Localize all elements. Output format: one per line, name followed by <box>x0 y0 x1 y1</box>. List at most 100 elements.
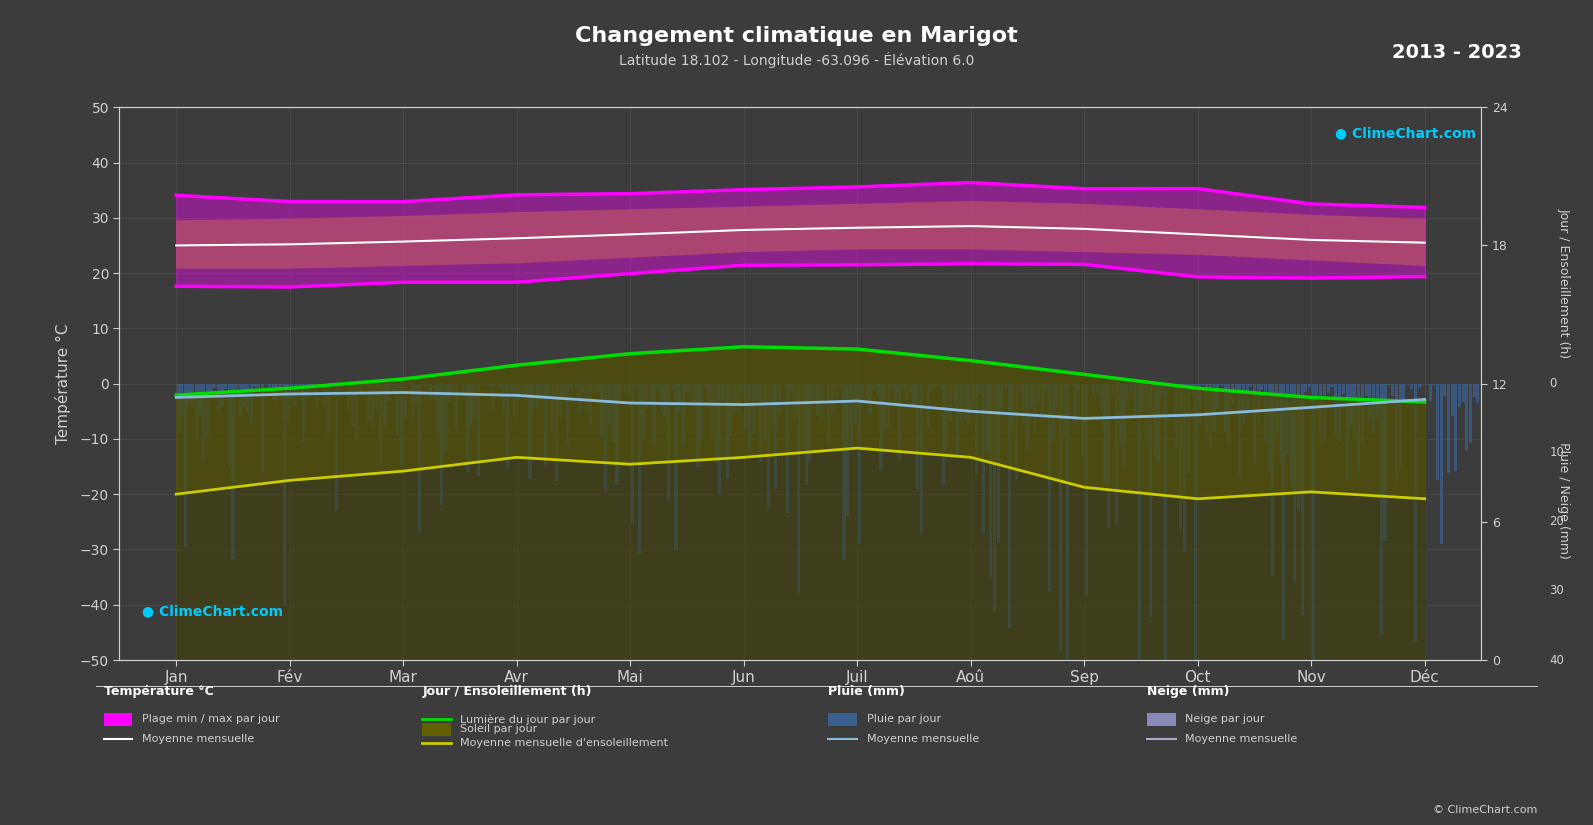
Bar <box>1352 384 1356 440</box>
Bar <box>581 384 585 392</box>
Bar <box>202 384 205 462</box>
Bar <box>808 384 811 462</box>
Y-axis label: Jour / Ensoleillement (h)                     Pluie / Neige (mm): Jour / Ensoleillement (h) Pluie / Neige … <box>1558 208 1571 559</box>
Bar <box>609 384 612 425</box>
Bar <box>827 384 830 445</box>
Bar <box>1077 384 1080 391</box>
Bar <box>736 384 739 413</box>
Bar <box>1311 384 1314 660</box>
Bar <box>209 384 212 394</box>
Text: Pluie (mm): Pluie (mm) <box>828 685 905 698</box>
Bar <box>256 384 260 393</box>
Bar <box>710 384 714 439</box>
Text: 0: 0 <box>1550 377 1556 390</box>
Bar <box>812 384 816 401</box>
Bar <box>1254 384 1255 463</box>
Bar <box>992 384 996 612</box>
Bar <box>311 384 314 389</box>
Bar <box>1327 384 1330 394</box>
Bar <box>499 384 502 389</box>
Bar <box>191 384 194 408</box>
Bar <box>1528 384 1531 388</box>
Bar <box>287 384 290 421</box>
Bar <box>188 384 191 404</box>
Y-axis label: Température °C: Température °C <box>56 323 72 444</box>
Bar <box>730 384 733 436</box>
Bar <box>245 384 249 413</box>
Bar <box>790 384 793 394</box>
Bar <box>358 384 362 394</box>
Bar <box>1145 384 1149 447</box>
Bar <box>862 384 865 405</box>
Bar <box>331 384 335 389</box>
Bar <box>448 384 451 403</box>
Bar <box>774 384 777 489</box>
Text: 2013 - 2023: 2013 - 2023 <box>1392 43 1521 62</box>
Bar <box>601 384 604 437</box>
Bar <box>392 384 395 390</box>
Bar <box>718 384 722 494</box>
Bar <box>1223 384 1227 432</box>
Text: 30: 30 <box>1550 584 1564 597</box>
Bar <box>1483 384 1486 419</box>
Bar <box>1520 384 1523 421</box>
Text: Changement climatique en Marigot: Changement climatique en Marigot <box>575 26 1018 46</box>
Bar <box>1187 384 1190 474</box>
Bar <box>268 384 271 391</box>
Bar <box>1093 384 1096 394</box>
Bar <box>916 384 919 489</box>
Bar <box>997 384 1000 542</box>
Bar <box>785 384 789 513</box>
Bar <box>949 384 953 422</box>
Bar <box>1372 384 1375 432</box>
Bar <box>1051 384 1055 441</box>
Bar <box>1110 384 1114 394</box>
Bar <box>1477 384 1480 403</box>
Bar <box>444 384 448 451</box>
Bar <box>1319 384 1322 444</box>
Bar <box>1055 384 1058 408</box>
Bar <box>1029 384 1032 409</box>
Bar <box>422 384 425 387</box>
Bar <box>1365 384 1368 396</box>
Bar <box>927 384 930 431</box>
Bar <box>1488 384 1491 407</box>
Bar <box>339 384 342 391</box>
Bar <box>752 384 755 436</box>
Bar <box>548 384 551 398</box>
Bar <box>1012 384 1015 429</box>
Bar <box>1454 384 1458 471</box>
Bar <box>1505 384 1509 397</box>
Bar <box>1227 384 1230 446</box>
Bar <box>1472 384 1475 397</box>
Bar <box>902 384 905 388</box>
Bar <box>804 384 808 485</box>
Bar <box>908 384 911 396</box>
Bar <box>696 384 699 466</box>
Bar <box>1531 384 1534 410</box>
Bar <box>978 384 981 394</box>
Bar <box>436 384 440 434</box>
Bar <box>502 384 505 411</box>
Bar <box>1402 384 1405 402</box>
Bar <box>433 384 436 401</box>
Bar <box>1074 384 1077 425</box>
Bar <box>975 384 978 473</box>
Bar <box>1063 384 1066 437</box>
Text: Moyenne mensuelle: Moyenne mensuelle <box>1185 734 1297 744</box>
Bar <box>573 384 577 387</box>
Bar <box>760 384 763 462</box>
Text: Latitude 18.102 - Longitude -63.096 - Élévation 6.0: Latitude 18.102 - Longitude -63.096 - Él… <box>618 52 975 68</box>
Bar <box>1004 384 1007 388</box>
Bar <box>1164 384 1168 660</box>
Bar <box>465 384 468 473</box>
Bar <box>986 384 989 450</box>
Bar <box>1517 384 1520 660</box>
Text: Plage min / max par jour: Plage min / max par jour <box>142 714 279 724</box>
Bar <box>1099 384 1102 411</box>
Bar <box>368 384 370 421</box>
Bar <box>566 384 569 445</box>
Bar <box>1491 384 1494 393</box>
Bar <box>930 384 933 394</box>
Bar <box>722 384 725 405</box>
